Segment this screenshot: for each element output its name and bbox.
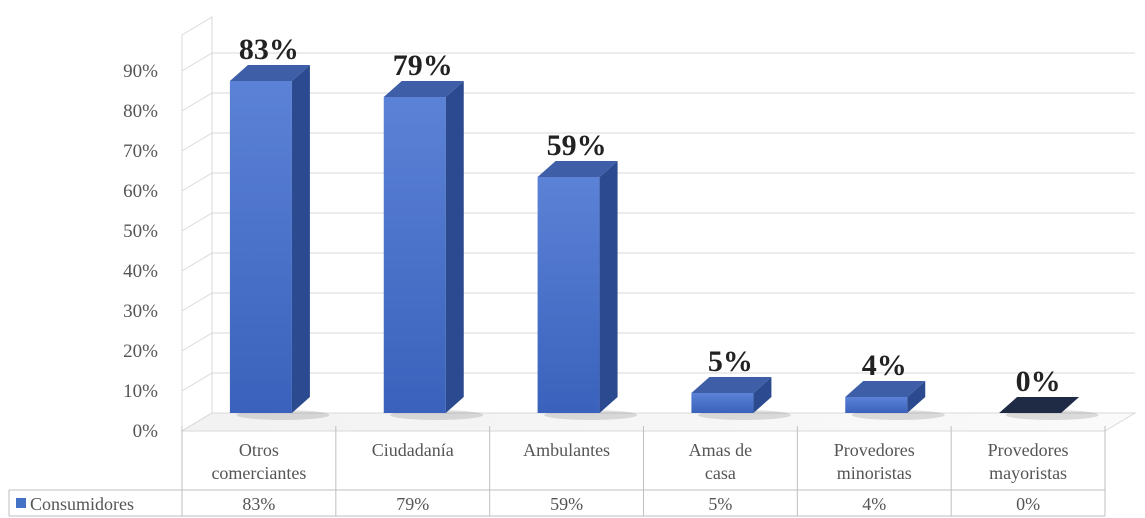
category-label: Provedores mayoristas: [988, 440, 1069, 483]
table-value: 5%: [708, 494, 732, 514]
table-value: 59%: [550, 494, 583, 514]
bar-side: [907, 381, 926, 413]
gridline: [181, 332, 1135, 352]
category-label: Ambulantes: [523, 440, 610, 460]
data-label: 4%: [862, 349, 907, 382]
y-tick-label: 10%: [123, 381, 158, 402]
legend-swatch: [16, 498, 26, 508]
bar: [691, 377, 791, 420]
category-label: Provedores minoristas: [834, 440, 915, 483]
chart-walls: [180, 16, 1137, 432]
gridlines: [181, 52, 1135, 432]
bar: [537, 161, 638, 420]
bar-top: [229, 65, 310, 81]
y-tick-label: 30%: [123, 301, 158, 322]
bars: [229, 65, 1099, 420]
gridline: [181, 92, 1135, 112]
bar-front: [537, 177, 600, 413]
table-value: 79%: [396, 494, 429, 514]
bar: [229, 65, 330, 420]
bar-side: [753, 377, 772, 413]
gridline: [181, 292, 1135, 312]
bar-front: [845, 397, 908, 413]
y-tick-label: 40%: [123, 261, 158, 282]
category-label: Otros comerciantes: [211, 440, 306, 483]
bar-front: [229, 81, 292, 413]
table-value: 4%: [862, 494, 886, 514]
bar-front: [691, 393, 754, 413]
category-label: Amas de casa: [689, 440, 752, 483]
bar-top: [999, 397, 1080, 413]
gridline: [181, 252, 1135, 272]
gridline: [181, 172, 1135, 192]
gridline: [181, 132, 1135, 152]
bar: [845, 381, 945, 420]
data-table: Otros comerciantes 83% Ciudadanía 79% Ambulan…: [8, 426, 1106, 517]
bar-side: [291, 65, 310, 413]
data-label: 79%: [393, 49, 453, 82]
bar: [999, 397, 1099, 420]
y-axis-tick-labels: 0% 10% 20% 30% 40% 50% 60% 70% 80% 90%: [123, 61, 158, 442]
bar-top: [845, 381, 926, 397]
bar-side: [445, 81, 464, 413]
data-label: 59%: [547, 129, 607, 162]
y-tick-label: 60%: [123, 181, 158, 202]
data-label: 83%: [239, 33, 299, 66]
bar-side: [599, 161, 618, 413]
data-label: 5%: [708, 345, 753, 378]
bar: [383, 81, 484, 420]
gridline: [181, 412, 1135, 432]
gridline: [181, 212, 1135, 232]
data-label: 0%: [1016, 365, 1061, 398]
gridline: [181, 52, 1135, 72]
bar-top: [691, 377, 772, 393]
y-tick-label: 70%: [123, 141, 158, 162]
category-label: Ciudadanía: [372, 440, 454, 460]
legend-label: Consumidores: [30, 494, 134, 514]
gridline: [181, 372, 1135, 392]
table-value: 0%: [1016, 494, 1040, 514]
y-tick-label: 80%: [123, 101, 158, 122]
bar-front: [383, 97, 446, 413]
data-labels: 83% 79% 59% 5% 4% 0%: [239, 33, 1061, 398]
y-tick-label: 90%: [123, 61, 158, 82]
y-tick-label: 0%: [133, 421, 159, 442]
y-tick-label: 50%: [123, 221, 158, 242]
table-value: 83%: [242, 494, 275, 514]
y-tick-label: 20%: [123, 341, 158, 362]
side-wall: [181, 16, 213, 432]
bar-top: [537, 161, 618, 177]
bar-top: [383, 81, 464, 97]
